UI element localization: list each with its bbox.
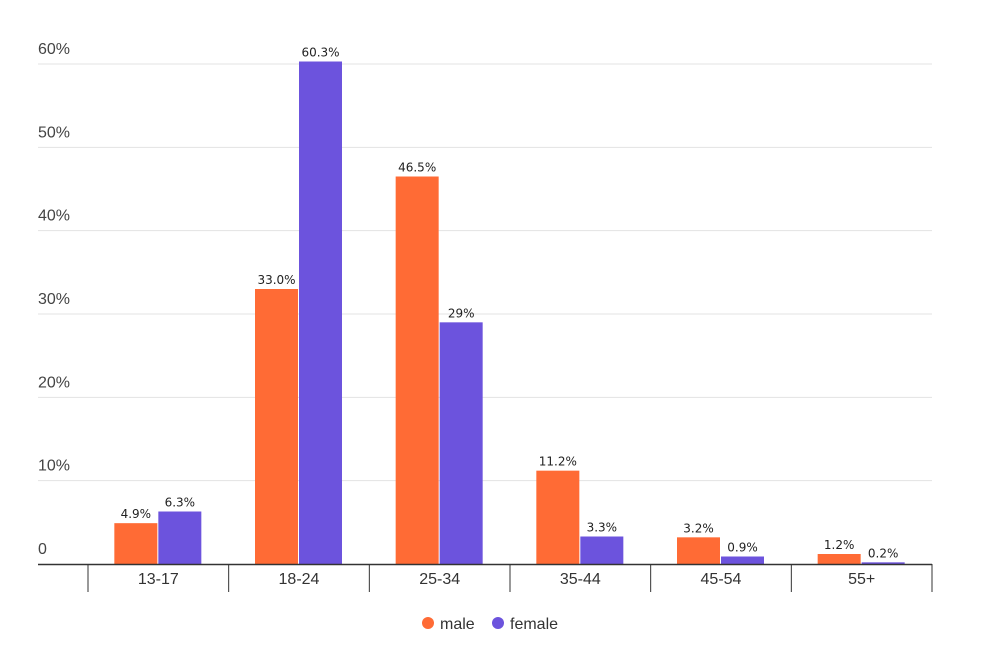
x-axis: 13-17 18-24 25-34 35-44 45-54 55+ [38, 563, 933, 592]
bar-male-18-24 [255, 289, 298, 564]
bar-male-55+ [817, 554, 861, 564]
bar-male-35-44 [536, 470, 580, 564]
data-label-male-25-34: 46.5% [398, 161, 436, 175]
x-tick-label: 55+ [848, 571, 875, 588]
y-tick-label: 30% [38, 291, 70, 308]
data-label-male-55+: 1.2% [824, 538, 855, 552]
bars [114, 61, 905, 564]
bar-female-55+ [861, 562, 905, 564]
y-tick-label: 60% [38, 41, 70, 58]
gridlines [38, 63, 932, 482]
bar-male-13-17 [114, 523, 158, 564]
data-label-female-13-17: 6.3% [165, 496, 196, 510]
data-label-female-35-44: 3.3% [587, 521, 618, 535]
legend-marker-female [492, 617, 504, 629]
legend-label-male: male [440, 616, 475, 633]
y-tick-label: 20% [38, 374, 70, 391]
legend: male female [422, 616, 558, 633]
data-label-male-45-54: 3.2% [683, 521, 714, 535]
bar-female-25-34 [439, 322, 483, 564]
x-tick-label: 45-54 [701, 571, 742, 588]
bar-male-25-34 [395, 176, 439, 564]
legend-label-female: female [510, 616, 558, 633]
legend-marker-male [422, 617, 434, 629]
bar-female-35-44 [580, 536, 624, 564]
y-tick-label: 50% [38, 124, 70, 141]
data-label-female-25-34: 29% [448, 306, 475, 320]
y-axis-labels: 0 10% 20% 30% 40% 50% 60% [38, 41, 70, 558]
x-tick-label: 13-17 [138, 571, 179, 588]
y-tick-label: 10% [38, 458, 70, 475]
data-label-male-18-24: 33.0% [257, 273, 295, 287]
x-tick-label: 35-44 [560, 571, 601, 588]
data-label-female-55+: 0.2% [868, 546, 899, 560]
bar-male-45-54 [677, 537, 720, 564]
bar-female-45-54 [721, 556, 764, 564]
data-label-female-45-54: 0.9% [727, 541, 758, 555]
x-tick-label: 18-24 [279, 571, 320, 588]
y-tick-label: 0 [38, 541, 47, 558]
data-labels: 4.9% 6.3% 33.0% 60.3% 46.5% 29% 11.2% 3.3% 3.2% 0… [121, 46, 899, 561]
y-tick-label: 40% [38, 208, 70, 225]
data-label-male-35-44: 11.2% [539, 455, 577, 469]
data-label-female-18-24: 60.3% [301, 46, 339, 60]
bar-female-18-24 [299, 61, 342, 564]
x-tick-label: 25-34 [419, 571, 460, 588]
data-label-male-13-17: 4.9% [121, 507, 152, 521]
bar-female-13-17 [158, 511, 202, 564]
